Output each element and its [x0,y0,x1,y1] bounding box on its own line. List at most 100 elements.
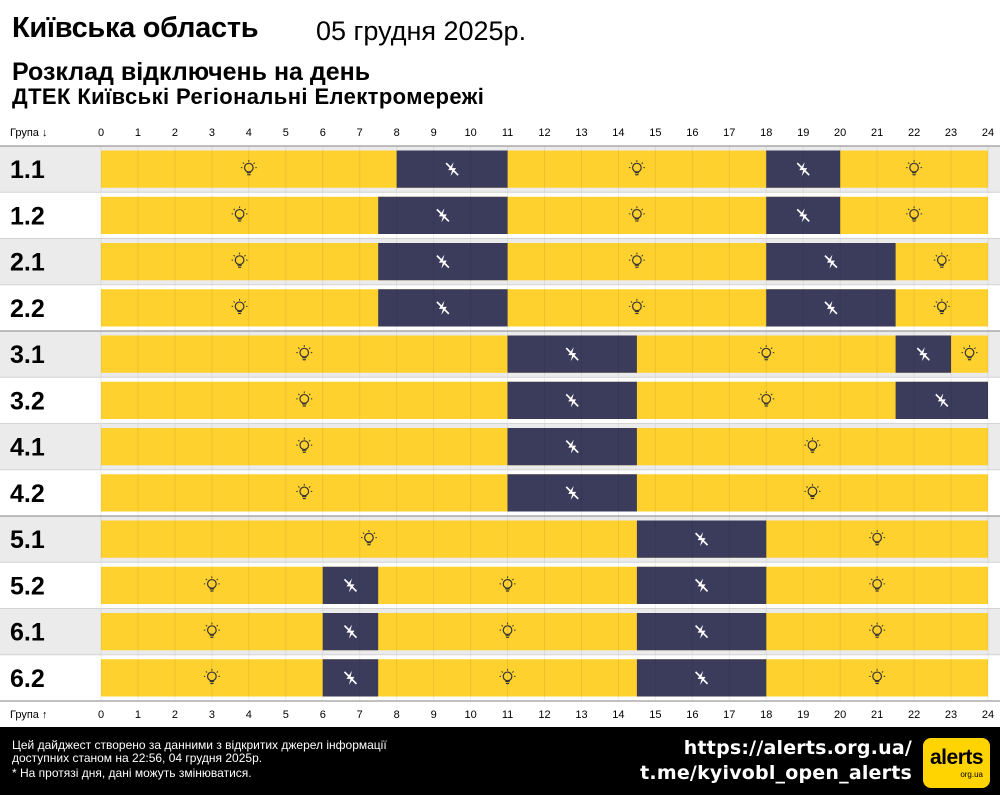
lightbulb-icon [628,160,645,176]
power-on-bar [101,520,988,558]
company-name: ДТЕК Київські Регіональні Електромережі [12,84,485,109]
group-label: 1.2 [10,202,45,230]
bottom-tick-label: 17 [723,709,735,721]
top-tick-label: 22 [908,127,920,139]
group-label: 2.2 [10,295,45,323]
top-tick-label: 18 [760,127,772,139]
group-label: 6.1 [10,619,45,647]
top-tick-label: 10 [464,127,476,139]
lightbulb-icon [203,622,220,638]
top-tick-label: 19 [797,127,809,139]
top-tick-label: 2 [172,127,178,139]
no-power-icon [436,254,450,269]
no-power-icon [695,578,709,593]
bottom-tick-label: 5 [283,709,289,721]
bottom-tick-label: 9 [431,709,437,721]
no-power-icon [343,624,358,639]
lightbulb-icon [203,576,220,592]
lightbulb-icon [296,483,313,500]
bottom-tick-label: 8 [394,709,400,721]
lightbulb-icon [231,298,248,315]
bottom-tick-label: 15 [649,709,661,721]
top-tick-label: 13 [575,127,587,139]
lightbulb-icon [933,252,950,268]
bottom-tick-label: 7 [357,709,363,721]
lightbulb-icon [758,345,775,361]
lightbulb-icon [360,530,377,546]
no-power-icon [695,532,709,547]
bottom-tick-label: 13 [575,709,587,721]
group-label: 5.1 [10,526,45,554]
no-power-icon [824,254,838,269]
lightbulb-icon [758,391,775,407]
header: Київська область 05 грудня 2025р. Розкла… [0,0,1000,118]
axis-label-top: Група ↓ [10,127,47,139]
lightbulb-icon [961,345,978,361]
lightbulb-icon [628,206,645,222]
schedule-date: 05 грудня 2025р. [316,16,527,46]
no-power-icon [565,439,579,454]
group-label: 1.1 [10,156,45,184]
lightbulb-icon [804,437,821,453]
bottom-tick-label: 6 [320,709,326,721]
top-tick-label: 21 [871,127,883,139]
bottom-tick-label: 20 [834,709,846,721]
bottom-tick-label: 16 [686,709,698,721]
bottom-tick-label: 14 [612,709,624,721]
top-tick-label: 12 [538,127,550,139]
top-tick-label: 17 [723,127,735,139]
top-tick-label: 14 [612,127,624,139]
schedule-title: Розклад відключень на день [12,58,371,86]
region-title: Київська область [12,12,259,44]
footer-note-line2: доступних станом на 22:56, 04 грудня 202… [12,751,263,765]
lightbulb-icon [499,576,516,592]
lightbulb-icon [296,345,313,361]
top-tick-label: 0 [98,127,104,139]
no-power-icon [343,670,358,685]
bottom-tick-label: 22 [908,709,920,721]
site-link[interactable]: https://alerts.org.ua/ [683,737,912,759]
lightbulb-icon [906,160,923,176]
bottom-tick-label: 2 [172,709,178,721]
top-tick-label: 5 [283,127,289,139]
lightbulb-icon [869,622,886,638]
no-power-icon [695,670,709,685]
group-label: 4.1 [10,434,45,462]
power-on-bar [101,659,988,697]
lightbulb-icon [296,437,313,453]
logo-text: alerts [930,746,984,769]
no-power-icon [436,208,450,223]
lightbulb-icon [499,622,516,638]
no-power-icon [824,300,838,315]
power-on-bar [101,613,988,651]
lightbulb-icon [804,483,821,500]
no-power-icon [916,347,930,362]
axis-label-bottom: Група ↑ [10,709,47,721]
top-tick-label: 20 [834,127,846,139]
top-tick-label: 24 [982,127,994,139]
no-power-icon [436,300,450,315]
no-power-icon [445,162,459,177]
bottom-tick-label: 4 [246,709,252,721]
lightbulb-icon [628,252,645,268]
bottom-tick-label: 10 [464,709,476,721]
top-tick-label: 4 [246,127,252,139]
bottom-tick-label: 11 [502,709,513,721]
top-tick-label: 8 [394,127,400,139]
logo-subtext: org.ua [960,770,983,779]
lightbulb-icon [869,576,886,592]
lightbulb-icon [499,668,516,685]
no-power-icon [695,624,709,639]
top-tick-label: 7 [357,127,363,139]
group-label: 5.2 [10,572,45,600]
lightbulb-icon [231,252,248,268]
bottom-tick-label: 1 [135,709,141,721]
no-power-icon [796,208,810,223]
lightbulb-icon [628,298,645,315]
telegram-link[interactable]: t.me/kyivobl_open_alerts [640,762,912,784]
group-label: 4.2 [10,480,45,508]
lightbulb-icon [869,530,886,546]
bottom-tick-label: 21 [871,709,883,721]
lightbulb-icon [296,391,313,407]
